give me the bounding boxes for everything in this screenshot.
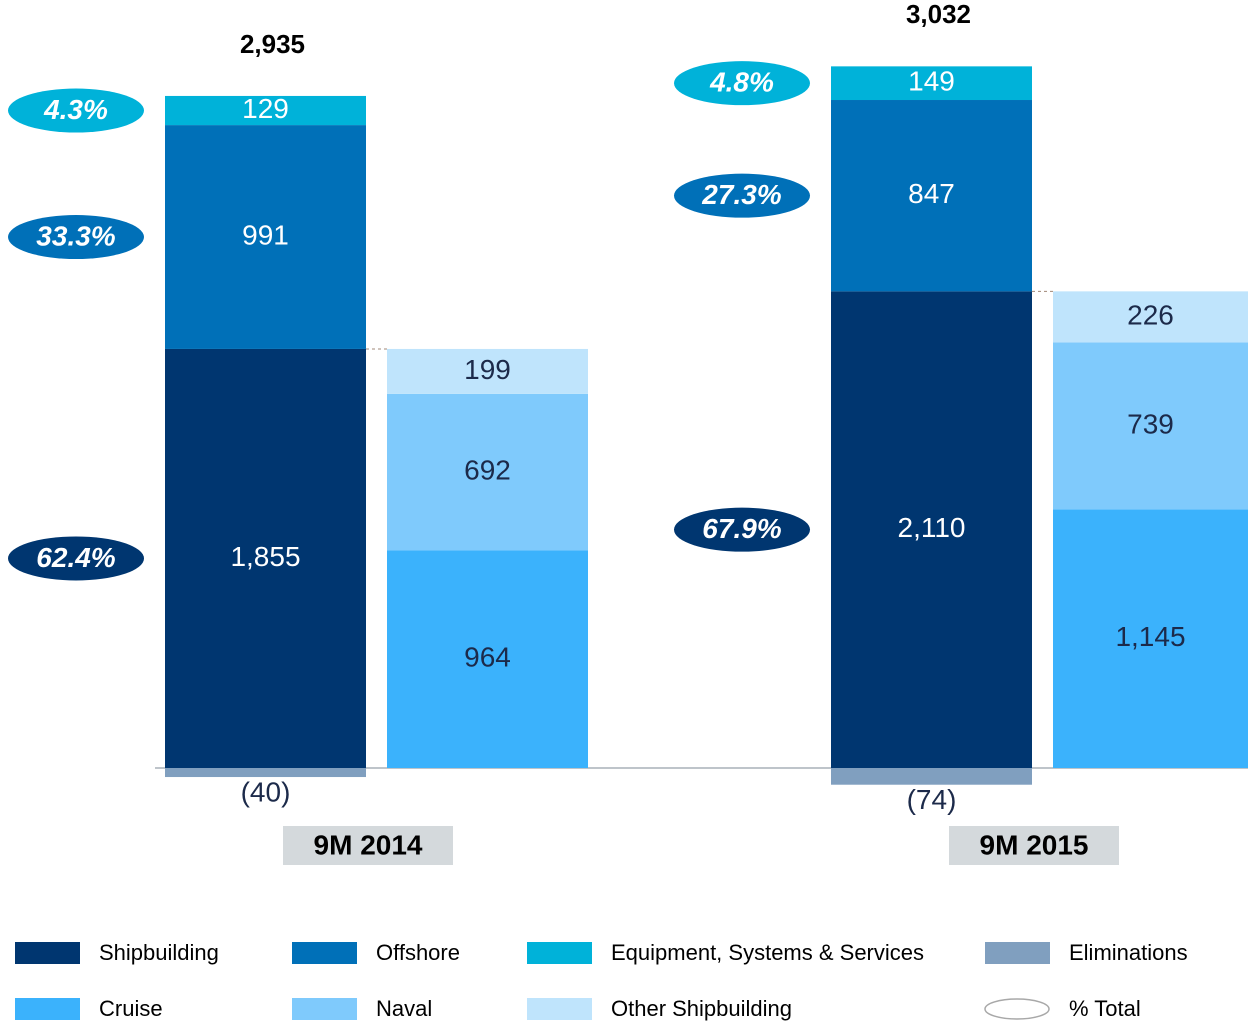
value-label: 991 (242, 219, 289, 250)
bar-segment (165, 348, 366, 768)
share-label: 4.8% (709, 67, 774, 98)
category-label: 9M 2014 (314, 829, 423, 860)
legend-swatch (15, 998, 80, 1020)
value-label: 2,110 (898, 512, 966, 543)
bar-segment (831, 768, 1032, 785)
value-label: 1,855 (230, 541, 300, 572)
legend-swatch (292, 998, 357, 1020)
bar-segment (831, 100, 1032, 292)
legend-label: Naval (376, 996, 432, 1021)
legend-label: Other Shipbuilding (611, 996, 792, 1021)
legend-swatch (15, 942, 80, 964)
bar-segment (387, 550, 588, 768)
share-label: 62.4% (36, 542, 115, 573)
value-label: 199 (464, 354, 511, 385)
share-label: 27.3% (701, 179, 781, 210)
legend-label: % Total (1069, 996, 1141, 1021)
value-label: 964 (464, 642, 511, 673)
category-box (949, 826, 1119, 865)
bar-segment (165, 768, 366, 778)
legend-swatch (984, 998, 1050, 1020)
total-label: 2,935 (240, 29, 305, 59)
legend-swatch (985, 942, 1050, 964)
bar-segment (1053, 291, 1248, 343)
share-bubble (674, 507, 810, 552)
category-box (283, 826, 453, 865)
share-bubble (8, 88, 144, 133)
share-bubble (674, 173, 810, 218)
value-label: 1,145 (1115, 621, 1185, 652)
bar-segment (387, 348, 588, 394)
legend-label: Equipment, Systems & Services (611, 940, 924, 965)
bar-segment (165, 125, 366, 349)
legend-swatch (527, 998, 592, 1020)
value-label: 226 (1127, 299, 1174, 330)
bar-segment (831, 291, 1032, 768)
bar-segment (165, 95, 366, 126)
value-label: 847 (908, 178, 955, 209)
share-label: 4.3% (43, 94, 108, 125)
value-label: 739 (1127, 408, 1174, 439)
share-bubble (8, 215, 144, 260)
value-label: 129 (242, 93, 289, 124)
value-label: 692 (464, 454, 511, 485)
legend-label: Cruise (99, 996, 163, 1021)
value-label: 149 (908, 66, 955, 97)
legend-label: Shipbuilding (99, 940, 219, 965)
value-label: (74) (907, 784, 957, 815)
share-bubble (674, 61, 810, 106)
share-bubble (8, 536, 144, 581)
share-label: 67.9% (702, 513, 781, 544)
legend-swatch (527, 942, 592, 964)
category-label: 9M 2015 (980, 829, 1089, 860)
total-label: 3,032 (906, 0, 971, 29)
share-label: 33.3% (36, 220, 115, 251)
legend-label: Offshore (376, 940, 460, 965)
bar-segment (1053, 342, 1248, 510)
legend-swatch (292, 942, 357, 964)
bar-segment (831, 66, 1032, 101)
bar-segment (1053, 509, 1248, 768)
legend-label: Eliminations (1069, 940, 1188, 965)
value-label: (40) (241, 776, 291, 807)
bar-segment (387, 393, 588, 551)
